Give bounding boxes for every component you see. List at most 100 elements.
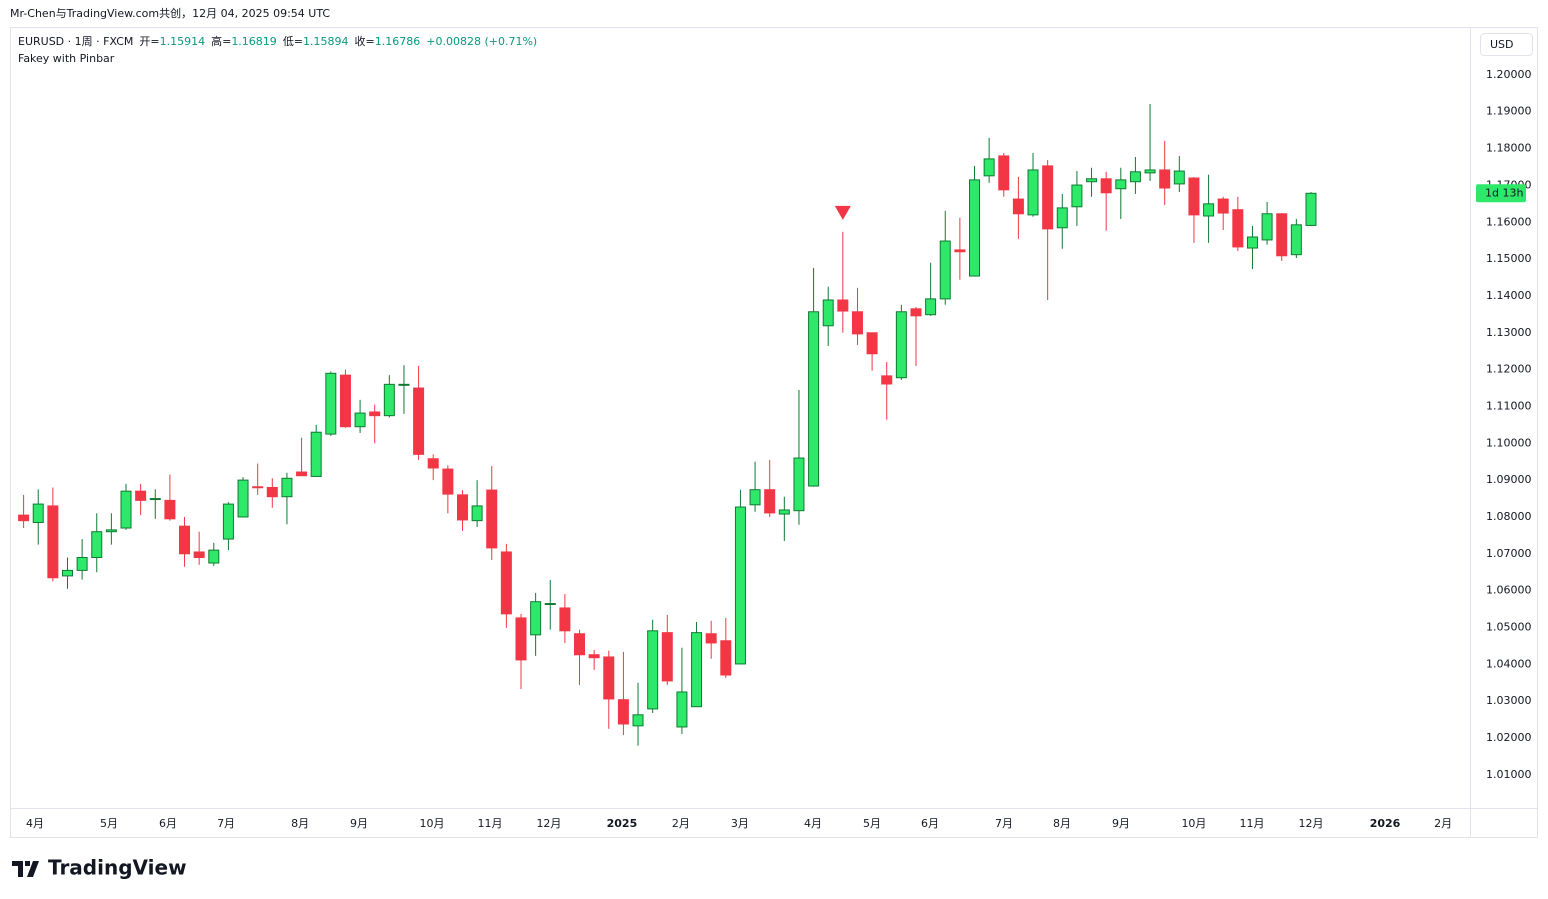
ohlc-value: 1.16819	[231, 35, 277, 48]
change: +0.00828 (+0.71%)	[426, 35, 537, 48]
ohlc-value: 1.15894	[303, 35, 349, 48]
candle-body	[734, 506, 746, 665]
candle-body	[530, 601, 542, 636]
ohlc-label: 收=	[355, 34, 375, 48]
candle-body	[925, 298, 937, 316]
candle-body	[1203, 203, 1215, 217]
x-tick-label: 11月	[1240, 817, 1265, 830]
x-tick-label: 5月	[863, 817, 881, 830]
candle-body	[1086, 178, 1098, 183]
x-tick-label: 7月	[995, 817, 1013, 830]
logo-icon	[12, 861, 39, 877]
candle-body	[969, 179, 981, 277]
candle-body	[120, 490, 132, 529]
x-tick-label: 3月	[731, 817, 749, 830]
candle-body	[442, 468, 454, 495]
candle-body	[500, 551, 512, 615]
currency-button[interactable]	[1480, 33, 1533, 56]
x-tick-label: 2026	[1370, 817, 1401, 830]
candle-body	[1115, 179, 1127, 190]
candle-body	[252, 486, 264, 489]
pane-border	[10, 27, 1538, 838]
candle-body	[954, 249, 966, 253]
x-tick-label: 2025	[607, 817, 638, 830]
candle-body	[164, 499, 176, 520]
candle-body	[398, 383, 410, 386]
candle-body	[574, 633, 586, 656]
candle-body	[208, 549, 220, 564]
candle-body	[1290, 224, 1302, 256]
attribution: Mr-Chen与TradingView.com共创，12月 04, 2025 0…	[10, 7, 330, 20]
candle-body	[1071, 184, 1083, 208]
countdown: 1d 13h	[1485, 186, 1523, 199]
candle-body	[559, 607, 571, 632]
x-tick-label: 12月	[1298, 817, 1323, 830]
y-tick-label: 1.08000	[1486, 510, 1532, 523]
candle-body	[515, 617, 527, 661]
y-tick-label: 1.20000	[1486, 68, 1532, 81]
candle-body	[822, 299, 834, 327]
candle-body	[793, 457, 805, 512]
candle-body	[413, 387, 425, 455]
candle-body	[720, 640, 732, 676]
x-tick-label: 11月	[477, 817, 502, 830]
candle-body	[339, 374, 351, 428]
y-tick-label: 1.05000	[1486, 620, 1532, 633]
ohlc-value: 1.16786	[375, 35, 421, 48]
countdown-box	[1476, 184, 1526, 203]
candle-body	[895, 311, 907, 379]
y-tick-label: 1.01000	[1486, 768, 1532, 781]
candle-body	[1129, 171, 1141, 183]
candle-body	[808, 311, 820, 487]
y-tick-label: 1.12000	[1486, 363, 1532, 376]
candle-body	[866, 332, 878, 355]
candle-body	[617, 699, 629, 725]
y-tick-label: 1.09000	[1486, 473, 1532, 486]
x-tick-label: 2月	[672, 817, 690, 830]
candle-body	[983, 158, 995, 177]
candle-body	[1276, 213, 1288, 257]
y-tick-label: 1.04000	[1486, 657, 1532, 670]
symbol-legend: EURUSD · 1周 · FXCM 开=1.15914 高=1.16819 低=1.…	[18, 34, 537, 48]
x-tick-label: 10月	[1181, 817, 1206, 830]
candle-body	[1100, 178, 1112, 194]
candle-body	[1012, 198, 1024, 215]
y-tick-label: 1.19000	[1486, 105, 1532, 118]
symbol: EURUSD · 1周 · FXCM	[18, 35, 133, 48]
candle-body	[1232, 209, 1244, 248]
candle-body	[1056, 207, 1068, 229]
candle-body	[266, 486, 278, 498]
candle-body	[193, 551, 205, 558]
candle-body	[910, 308, 922, 317]
candle-body	[603, 656, 615, 700]
candle-body	[135, 490, 147, 501]
candle-body	[939, 240, 951, 300]
candle-body	[1188, 177, 1200, 216]
candle-body	[456, 494, 468, 521]
candle-body	[296, 471, 308, 477]
x-tick-label: 10月	[420, 817, 445, 830]
candle-body	[661, 632, 673, 682]
candle-body	[544, 603, 556, 606]
candle-body	[61, 569, 73, 577]
logo: TradingView	[12, 856, 187, 880]
candle-body	[354, 412, 366, 428]
y-tick-label: 1.11000	[1486, 399, 1532, 412]
y-tick-label: 1.14000	[1486, 289, 1532, 302]
candle-body	[222, 503, 234, 540]
candle-body	[851, 311, 863, 335]
candle-body	[1144, 169, 1156, 174]
x-tick-label: 4月	[26, 817, 44, 830]
ohlc-label: 开=	[139, 35, 159, 48]
indicator-name: Fakey with Pinbar	[18, 52, 115, 65]
candle-body	[1261, 213, 1273, 241]
y-tick-label: 1.02000	[1486, 731, 1532, 744]
x-tick-label: 8月	[1053, 817, 1071, 830]
candle-body	[237, 479, 249, 518]
candle-body	[91, 531, 103, 558]
candle-body	[588, 654, 600, 659]
x-tick-label: 4月	[804, 817, 822, 830]
currency: USD	[1490, 38, 1514, 51]
